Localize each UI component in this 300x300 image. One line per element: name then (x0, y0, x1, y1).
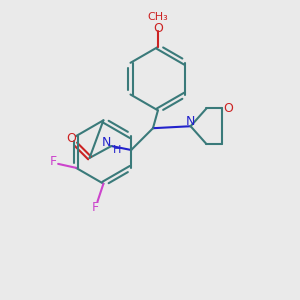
Text: H: H (113, 145, 122, 155)
Text: F: F (92, 201, 99, 214)
Text: N: N (186, 115, 195, 128)
Text: F: F (50, 155, 57, 168)
Text: O: O (223, 102, 233, 115)
Text: N: N (102, 136, 111, 148)
Text: O: O (153, 22, 163, 34)
Text: O: O (66, 132, 76, 145)
Text: CH₃: CH₃ (148, 12, 168, 22)
